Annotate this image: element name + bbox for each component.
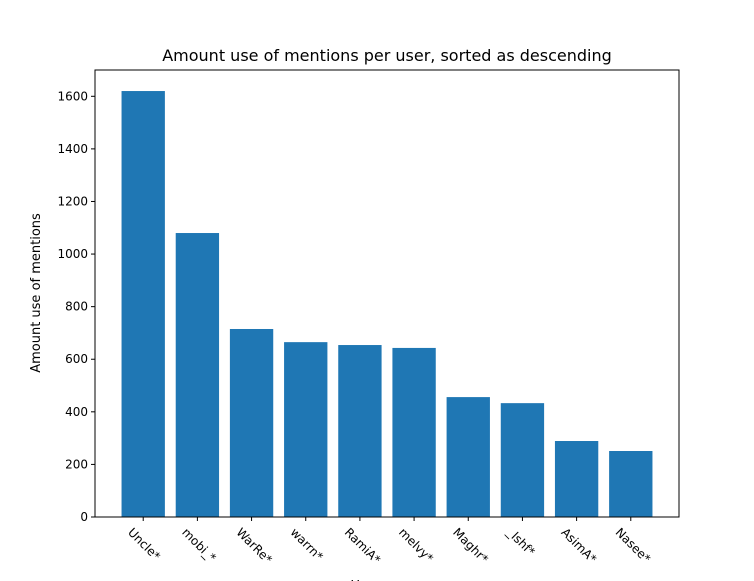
x-tick-label: melvy* (396, 525, 436, 565)
plot-frame (94, 69, 680, 518)
x-tick-label: Maghr* (450, 525, 491, 566)
x-tick-label: Nasee* (613, 525, 654, 566)
bar (446, 397, 490, 517)
x-tick-label: _lshf* (504, 525, 538, 559)
bar (554, 441, 599, 517)
y-tick-label: 400 (65, 405, 88, 419)
y-tick-label: 1400 (57, 142, 88, 156)
y-axis-label: Amount use of mentions (29, 213, 44, 373)
x-tick-label: WarRe* (233, 525, 274, 566)
x-tick-label: warrn* (288, 525, 326, 563)
bar (284, 342, 328, 517)
x-tick-label: Uncle* (125, 525, 163, 563)
y-tick-label: 1200 (57, 194, 88, 208)
bar (229, 328, 274, 517)
bar (338, 345, 382, 517)
bar (609, 451, 653, 517)
y-tick-label: 1600 (57, 89, 88, 103)
bar (121, 91, 165, 518)
y-tick-label: 1000 (57, 247, 88, 261)
bar (392, 347, 436, 517)
chart-title: Amount use of mentions per user, sorted … (162, 46, 612, 65)
y-tick-label: 600 (65, 352, 88, 366)
y-tick-label: 800 (65, 300, 88, 314)
x-tick-label: AsimA* (558, 525, 599, 566)
x-axis-label: Usernames (350, 579, 423, 581)
x-tick-label: RamiA* (342, 525, 383, 566)
y-tick-label: 200 (65, 457, 88, 471)
bar (175, 233, 220, 517)
bar (500, 403, 545, 517)
x-tick-label: mobi_* (179, 525, 219, 565)
y-tick-label: 0 (80, 510, 88, 524)
